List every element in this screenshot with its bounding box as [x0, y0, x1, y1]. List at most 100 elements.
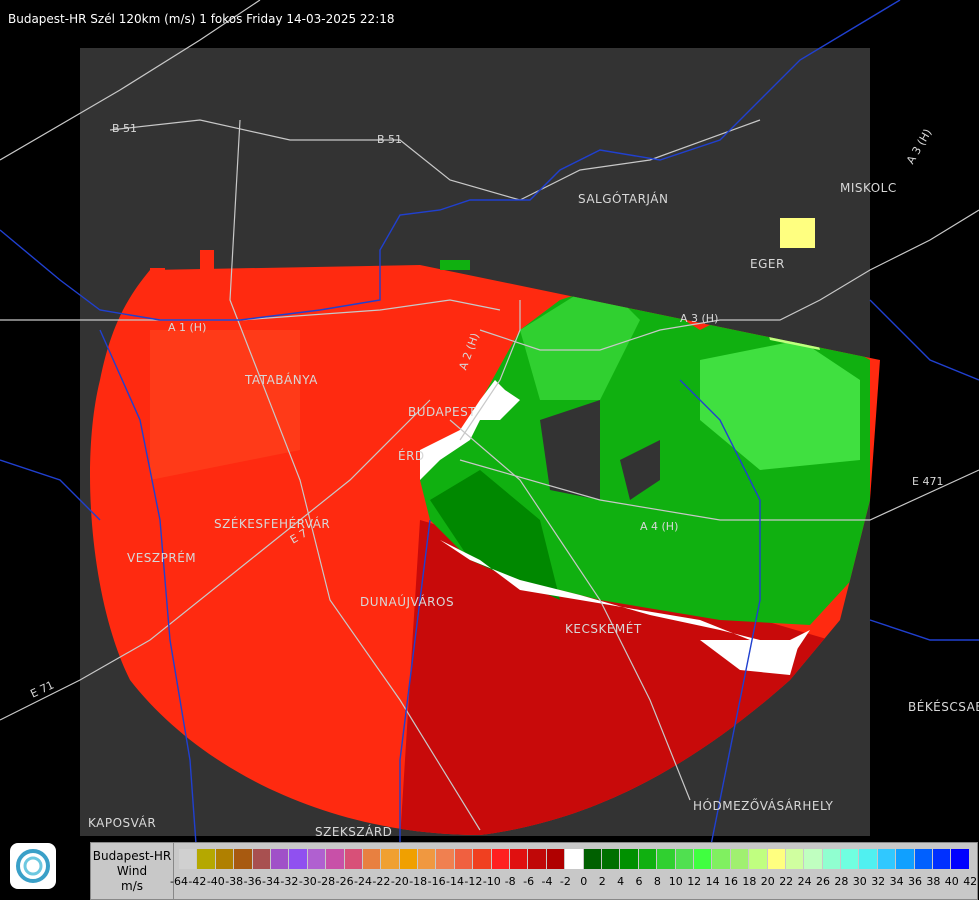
legend-swatch — [877, 849, 897, 869]
legend-tick-label: -28 — [317, 875, 336, 888]
legend-swatch — [326, 849, 345, 869]
legend-tick-label: 2 — [598, 875, 606, 888]
label-salgotarjan: SALGÓTARJÁN — [578, 192, 669, 206]
legend-tick-label: 26 — [816, 875, 830, 888]
label-tatabanya: TATABÁNYA — [245, 373, 318, 387]
road-label-b51a: B 51 — [112, 122, 138, 135]
legend-tick-label: -18 — [409, 875, 428, 888]
legend-swatch — [859, 849, 878, 869]
legend-swatch — [307, 849, 327, 869]
label-veszprem: VESZPRÉM — [127, 551, 197, 565]
legend-tick-label: -26 — [335, 875, 354, 888]
label-bekescsaba: BÉKÉSCSABA — [908, 700, 979, 714]
legend-swatch — [565, 849, 584, 869]
legend-swatch — [785, 849, 805, 869]
legend-tick-label: -34 — [262, 875, 280, 888]
legend-tick-label: 40 — [944, 875, 959, 888]
legend-tick-label: 6 — [635, 875, 643, 888]
legend-swatch — [767, 849, 786, 869]
map-title: Budapest-HR Szél 120km (m/s) 1 fokos Fri… — [8, 12, 395, 26]
legend-tick-label: 22 — [779, 875, 794, 888]
legend-tick-label: -20 — [390, 875, 409, 888]
legend-swatch — [436, 849, 455, 869]
legend-tick-label: 34 — [889, 875, 904, 888]
legend-swatch — [528, 849, 547, 869]
legend-tick-label: -14 — [446, 875, 464, 888]
legend-tick-label: 12 — [687, 875, 702, 888]
legend-tick-label: 16 — [724, 875, 738, 888]
legend-swatch — [344, 849, 363, 869]
label-hodmezovasarhely: HÓDMEZŐVÁSÁRHELY — [693, 799, 834, 813]
legend-tick-label: -32 — [280, 875, 299, 888]
legend-tick-label: 30 — [852, 875, 867, 888]
legend-tick-label: -10 — [482, 875, 501, 888]
legend-swatch — [933, 849, 952, 869]
legend-tick-label: -64 — [170, 875, 188, 888]
label-budapest: BUDAPEST — [408, 405, 477, 419]
legend-swatch — [896, 849, 915, 869]
legend-tick-label: -12 — [464, 875, 483, 888]
legend-swatch — [252, 849, 271, 869]
label-szekesfehervar: SZÉKESFEHÉRVÁR — [214, 517, 331, 531]
legend-swatch — [234, 849, 253, 869]
legend-swatch — [179, 849, 198, 869]
legend-tick-label: 14 — [705, 875, 720, 888]
legend-tick-label: -40 — [206, 875, 225, 888]
legend-tick-label: -2 — [559, 875, 571, 888]
legend-ticks: -64 -42 -40 -38 -36 -34 -32 -30 -28 -26 -24 -22 -20-… — [170, 875, 977, 891]
label-eger: EGER — [750, 257, 785, 271]
legend-tick-label: 10 — [668, 875, 683, 888]
legend-swatch — [473, 849, 492, 869]
legend-tick-label: -16 — [427, 875, 446, 888]
legend-swatch — [418, 849, 437, 869]
legend-tick-label: 28 — [834, 875, 849, 888]
legend-tick-label: 36 — [908, 875, 922, 888]
legend-swatch — [675, 849, 694, 869]
legend-swatch — [712, 849, 731, 869]
legend-swatch — [215, 849, 235, 869]
legend-swatch — [399, 849, 419, 869]
legend-tick-label: -36 — [243, 875, 262, 888]
legend-swatch — [270, 849, 290, 869]
legend-tick-label: 18 — [742, 875, 757, 888]
legend-title: Budapest-HR Wind m/s — [91, 843, 174, 899]
legend-swatch — [362, 849, 382, 869]
legend-swatch — [510, 849, 529, 869]
legend-swatch — [381, 849, 400, 869]
legend-tick-label: 4 — [617, 875, 625, 888]
legend-swatch — [638, 849, 658, 869]
road-label-b51b: B 51 — [377, 133, 403, 146]
label-erd: ÉRD — [398, 449, 425, 463]
legend-tick-label: -42 — [188, 875, 207, 888]
road-label-e471: E 471 — [912, 475, 944, 488]
swirl-logo-icon — [16, 849, 50, 883]
legend-swatch — [749, 849, 768, 869]
legend-tick-label: 0 — [580, 875, 588, 888]
legend-swatch — [454, 849, 474, 869]
logo — [10, 843, 56, 889]
road-label-a4h: A 4 (H) — [640, 520, 679, 533]
label-kecskemet: KECSKEMÉT — [565, 622, 642, 636]
legend-tick-label: -8 — [504, 875, 516, 888]
legend-swatch — [804, 849, 823, 869]
label-kaposvar: KAPOSVÁR — [88, 816, 157, 830]
legend-swatch — [822, 849, 842, 869]
legend-tick-label: 20 — [760, 875, 775, 888]
legend-quantity: Wind — [116, 864, 148, 878]
legend: Budapest-HR Wind m/s -64 -42 -40 -38 -36 -34-… — [90, 842, 978, 900]
legend-swatch — [951, 849, 970, 869]
legend-swatch — [657, 849, 676, 869]
legend-swatch — [914, 849, 934, 869]
legend-tick-label: -22 — [372, 875, 391, 888]
road-label-m1: A 1 (H) — [168, 321, 207, 334]
legend-tick-label: 24 — [797, 875, 812, 888]
label-szekszard: SZEKSZÁRD — [315, 825, 393, 839]
legend-unit: m/s — [121, 879, 143, 893]
label-miskolc: MISKOLC — [840, 181, 897, 195]
legend-swatch — [546, 849, 566, 869]
label-dunaujvaros: DUNAÚJVÁROS — [360, 595, 455, 609]
legend-swatch — [491, 849, 511, 869]
legend-swatch — [197, 849, 216, 869]
